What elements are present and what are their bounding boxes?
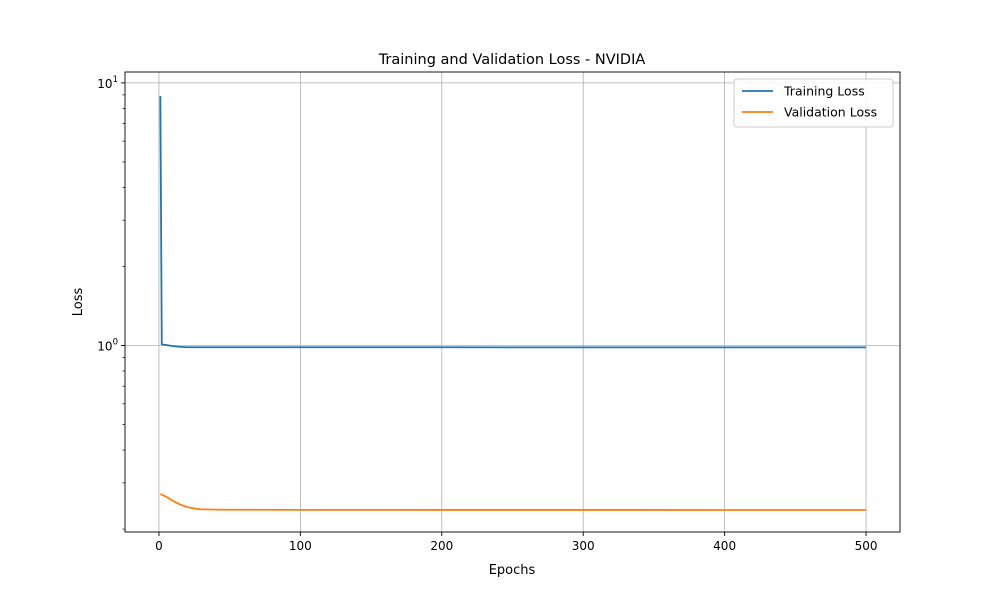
x-tick-label: 500 [855, 539, 878, 553]
validation-loss-line [159, 493, 867, 511]
x-tick-label: 0 [155, 539, 163, 553]
series-lines [159, 96, 867, 511]
y-tick-label: 100 [97, 338, 118, 354]
legend: Training Loss Validation Loss [733, 78, 894, 128]
x-tick-label: 400 [713, 539, 736, 553]
y-axis-label: Loss [71, 288, 86, 317]
x-axis-label: Epochs [489, 563, 536, 578]
training-loss-line [159, 96, 867, 349]
legend-box [733, 78, 894, 128]
y-tick-label: 101 [97, 75, 118, 91]
x-tick-label: 200 [430, 539, 453, 553]
grid-lines [125, 72, 900, 532]
x-tick-label: 300 [572, 539, 595, 553]
legend-label-validation-loss: Validation Loss [784, 105, 877, 120]
axis-ticks: 0 100 200 300 400 500 100 101 [97, 75, 877, 553]
chart-title: Training and Validation Loss - NVIDIA [378, 52, 646, 68]
legend-label-training-loss: Training Loss [783, 84, 865, 99]
plot-frame [124, 71, 901, 533]
x-tick-label: 100 [289, 539, 312, 553]
